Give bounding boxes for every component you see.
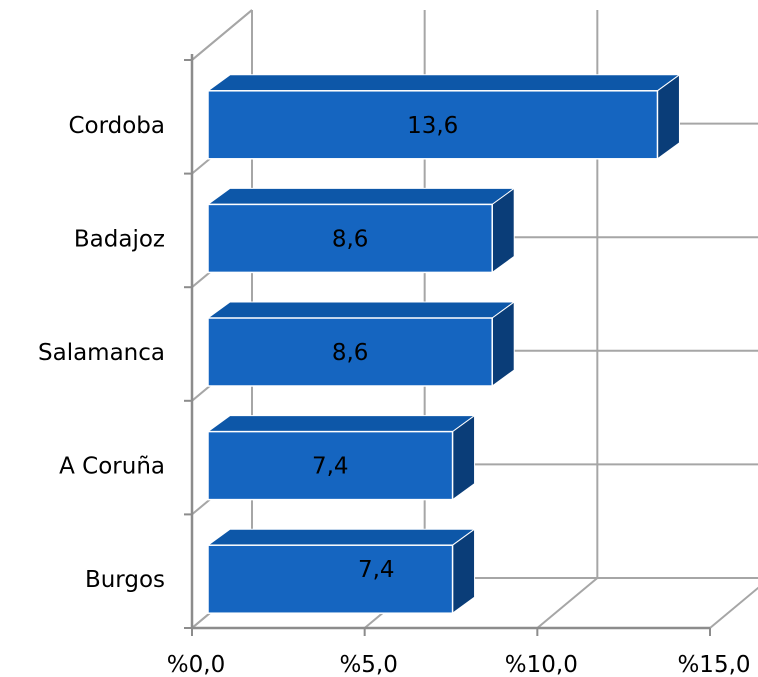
bar-group	[206, 73, 681, 160]
x-tick-label: %10,0	[505, 652, 578, 677]
bar-top-face	[206, 187, 516, 205]
x-tick-label: %0,0	[167, 652, 225, 677]
bar-top-face	[206, 415, 477, 433]
bar	[207, 203, 493, 274]
category-label: Burgos	[85, 567, 165, 593]
bar-group	[206, 301, 516, 387]
bar-top-face	[206, 528, 477, 546]
chart-bars	[206, 73, 681, 615]
category-label: A Coruña	[59, 454, 165, 480]
bar-value-label: 8,6	[332, 226, 369, 252]
bar-group	[206, 528, 477, 615]
chart-axes	[184, 54, 711, 636]
bar-top-face	[206, 74, 681, 92]
bar	[207, 544, 454, 614]
x-tick-label: %5,0	[339, 652, 397, 677]
bar	[207, 430, 454, 501]
bar-value-label: 7,4	[312, 454, 349, 480]
chart-labels: %0,0 %5,0 %10,0 %15,0 13,6 Cordoba 8,6 Badajoz 8…	[38, 113, 751, 677]
bar-group	[206, 187, 516, 274]
bar-value-label: 13,6	[407, 113, 458, 139]
side-wall-gridline	[191, 9, 253, 61]
bar-group	[206, 414, 477, 501]
bar-top-face	[206, 301, 516, 319]
bar	[207, 90, 659, 160]
bar	[207, 317, 493, 387]
bar-value-label: 8,6	[332, 340, 369, 366]
gridline-floor	[709, 586, 758, 629]
category-label: Cordoba	[68, 113, 165, 139]
category-label: Badajoz	[74, 226, 165, 252]
x-tick-label: %15,0	[677, 652, 750, 677]
gridline-floor	[536, 577, 598, 629]
category-label: Salamanca	[38, 340, 165, 366]
bar-value-label: 7,4	[358, 557, 395, 583]
